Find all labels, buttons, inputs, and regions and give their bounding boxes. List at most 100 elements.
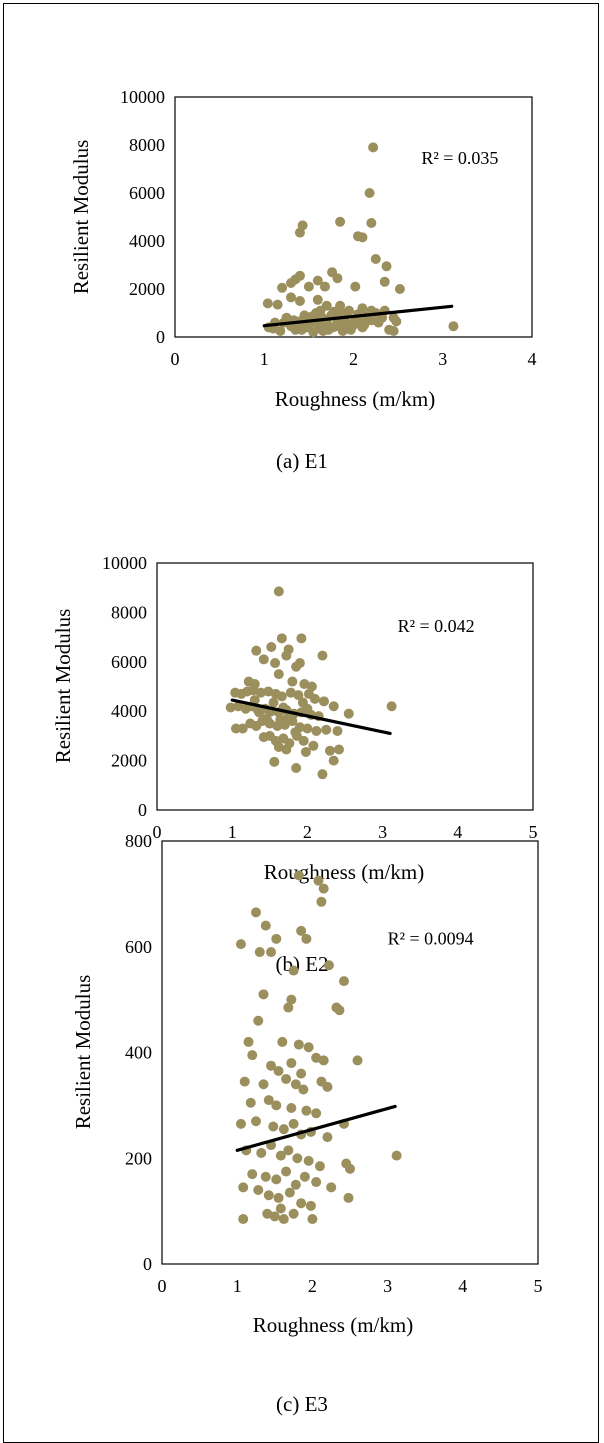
data-point-e3-84 (278, 1214, 289, 1225)
data-point-e3-83 (269, 1211, 280, 1222)
data-point-e3-1 (313, 875, 324, 886)
data-point-e3-12 (323, 960, 334, 971)
data-point-e3-21 (243, 1036, 254, 1047)
data-point-e3-73 (238, 1182, 249, 1193)
data-point-e3-78 (296, 1198, 307, 1209)
y-tick-label-e2-4: 8000 (111, 602, 147, 622)
trendline-e3 (235, 1104, 397, 1152)
data-point-e2-72 (281, 744, 292, 755)
data-point-e2-67 (298, 735, 309, 746)
data-point-e1-83 (359, 320, 370, 330)
data-point-e2-59 (321, 724, 332, 735)
data-point-e3-62 (314, 1161, 325, 1172)
y-tick-label-e3-0: 0 (143, 1254, 152, 1274)
x-tick-label-e1-3: 3 (438, 349, 447, 369)
data-point-e2-33 (233, 701, 244, 712)
x-tick-label-e2-5: 5 (529, 822, 538, 842)
data-point-e2-11 (291, 661, 302, 672)
data-point-e3-45 (311, 1108, 322, 1119)
trendline-e2 (230, 698, 392, 736)
y-tick-label-e2-5: 10000 (102, 553, 147, 573)
r-squared-annotation-e2: R² = 0.042 (398, 616, 475, 636)
data-point-e3-11 (266, 947, 277, 958)
y-tick-label-e3-2: 400 (125, 1043, 152, 1063)
data-point-e2-57 (302, 723, 313, 734)
data-point-e2-85 (268, 697, 279, 708)
data-point-e3-53 (322, 1132, 333, 1143)
data-point-e1-18 (286, 278, 297, 288)
data-point-e3-8 (301, 933, 312, 944)
data-point-e3-10 (254, 947, 265, 958)
data-point-e3-65 (247, 1169, 258, 1180)
r-squared-annotation-e3: R² = 0.0094 (388, 929, 474, 949)
data-point-e3-16 (286, 994, 297, 1005)
data-point-e2-79 (261, 713, 272, 724)
data-point-e1-76 (302, 322, 313, 333)
x-tick-label-e2-4: 4 (453, 822, 462, 842)
data-point-e1-0 (368, 142, 379, 153)
x-tick-label-e3-2: 2 (308, 1276, 317, 1296)
y-tick-label-e1-4: 8000 (129, 135, 165, 155)
data-point-e3-26 (266, 1060, 277, 1071)
data-point-e1-15 (303, 281, 314, 292)
data-point-e3-60 (292, 1153, 303, 1164)
data-point-e2-9 (270, 658, 281, 669)
y-tick-label-e1-2: 4000 (129, 231, 165, 251)
data-point-e2-77 (317, 769, 328, 780)
data-point-e3-79 (305, 1200, 316, 1211)
data-point-e2-48 (237, 723, 248, 734)
data-point-e3-24 (303, 1042, 314, 1053)
data-point-e3-13 (288, 965, 299, 976)
data-point-e2-68 (308, 740, 319, 751)
x-tick-label-e3-1: 1 (233, 1276, 242, 1296)
data-point-e1-81 (345, 324, 356, 335)
data-point-e2-81 (282, 712, 293, 723)
data-point-e3-46 (235, 1118, 246, 1129)
data-point-e3-17 (283, 1002, 294, 1013)
data-point-e1-80 (336, 308, 347, 318)
data-point-e3-4 (251, 907, 261, 918)
data-point-e2-8 (258, 654, 269, 665)
data-point-e1-17 (319, 281, 330, 292)
data-point-e3-75 (263, 1190, 274, 1201)
data-point-e3-88 (275, 1203, 286, 1214)
data-point-e3-40 (245, 1097, 256, 1108)
data-point-e2-80 (275, 714, 286, 725)
caption-e1: (a) E1 (276, 449, 328, 473)
data-point-e3-0 (293, 870, 304, 881)
plot-area-e2 (156, 562, 534, 811)
data-point-e3-19 (334, 1005, 345, 1016)
plot-area-e3 (161, 840, 539, 1265)
data-point-e2-26 (285, 687, 296, 698)
data-point-e2-25 (276, 691, 287, 702)
data-point-e1-19 (350, 281, 361, 292)
data-point-e1-22 (262, 298, 273, 309)
data-point-e2-78 (254, 707, 265, 718)
y-tick-label-e3-4: 800 (125, 831, 152, 851)
data-point-e2-12 (273, 669, 284, 680)
data-point-e3-66 (260, 1171, 271, 1182)
data-point-e3-69 (290, 1179, 301, 1190)
data-point-e2-30 (318, 696, 329, 707)
data-point-e3-74 (253, 1184, 264, 1195)
y-tick-label-e2-0: 0 (138, 800, 147, 820)
data-point-e3-33 (239, 1076, 250, 1087)
x-tick-label-e1-1: 1 (260, 349, 269, 369)
x-tick-label-e1-2: 2 (349, 349, 358, 369)
data-point-e1-8 (370, 254, 381, 264)
x-axis-label-e1: Roughness (m/km) (275, 387, 435, 411)
data-point-e1-23 (286, 292, 297, 303)
data-point-e1-74 (448, 321, 459, 332)
scatter-chart-e2: 0 2000 4000 6000 8000 10000 0 1 2 3 4 5 Roughness (m… (51, 553, 538, 884)
data-point-e3-56 (256, 1147, 267, 1158)
data-point-e1-85 (315, 305, 326, 316)
data-point-e2-5 (251, 645, 262, 656)
data-point-e3-30 (311, 1052, 322, 1063)
data-point-e2-16 (299, 679, 310, 690)
caption-e3: (c) E3 (276, 1392, 328, 1416)
data-point-e1-1 (335, 216, 346, 227)
data-point-e2-32 (225, 702, 236, 713)
data-point-e1-21 (394, 284, 405, 294)
data-point-e2-0 (273, 586, 284, 597)
